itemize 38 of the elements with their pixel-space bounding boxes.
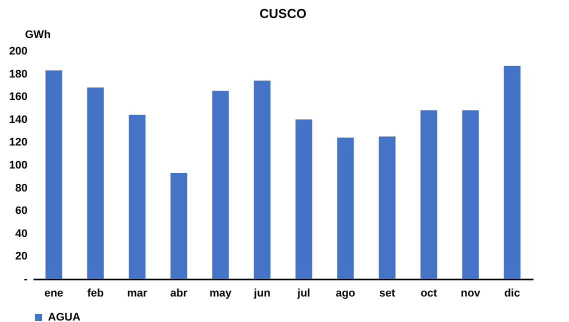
bar xyxy=(128,114,146,279)
bar xyxy=(212,90,229,279)
y-tick-label: 160 xyxy=(9,91,28,104)
x-tick-label: jun xyxy=(252,288,271,300)
bar xyxy=(504,66,520,279)
bar xyxy=(254,80,270,279)
bar xyxy=(462,110,479,279)
bar xyxy=(378,136,396,279)
chart-title: CUSCO xyxy=(260,6,306,21)
x-tick-label: mar xyxy=(127,288,148,300)
bar xyxy=(296,119,312,279)
y-tick-label: 60 xyxy=(15,205,28,218)
y-tick-label: 120 xyxy=(9,136,28,149)
x-tick-label: nov xyxy=(460,288,482,300)
x-tick-label: oct xyxy=(420,288,438,300)
y-tick-label: 20 xyxy=(15,250,28,263)
x-tick-label: jul xyxy=(296,288,310,300)
y-axis-title: GWh xyxy=(25,29,51,41)
bar xyxy=(87,87,104,279)
x-tick-label: set xyxy=(379,288,396,300)
x-tick-label: ago xyxy=(336,288,356,300)
bar xyxy=(420,110,438,279)
y-tick-label: 80 xyxy=(15,182,28,194)
x-tick-label: abr xyxy=(170,288,188,300)
y-tick-label: - xyxy=(24,274,28,286)
x-tick-label: may xyxy=(209,288,232,300)
y-tick-label: 180 xyxy=(9,68,28,80)
y-tick-label: 100 xyxy=(9,160,28,172)
y-tick-label: 140 xyxy=(9,114,28,126)
legend-label: AGUA xyxy=(48,312,80,322)
x-tick-label: feb xyxy=(87,288,104,300)
x-tick-label: dic xyxy=(504,288,520,300)
y-tick-label: 200 xyxy=(9,46,28,58)
bar xyxy=(337,138,354,279)
bar xyxy=(170,172,188,279)
bar xyxy=(46,70,62,279)
x-tick-label: ene xyxy=(44,288,64,300)
y-tick-label: 40 xyxy=(15,228,28,240)
